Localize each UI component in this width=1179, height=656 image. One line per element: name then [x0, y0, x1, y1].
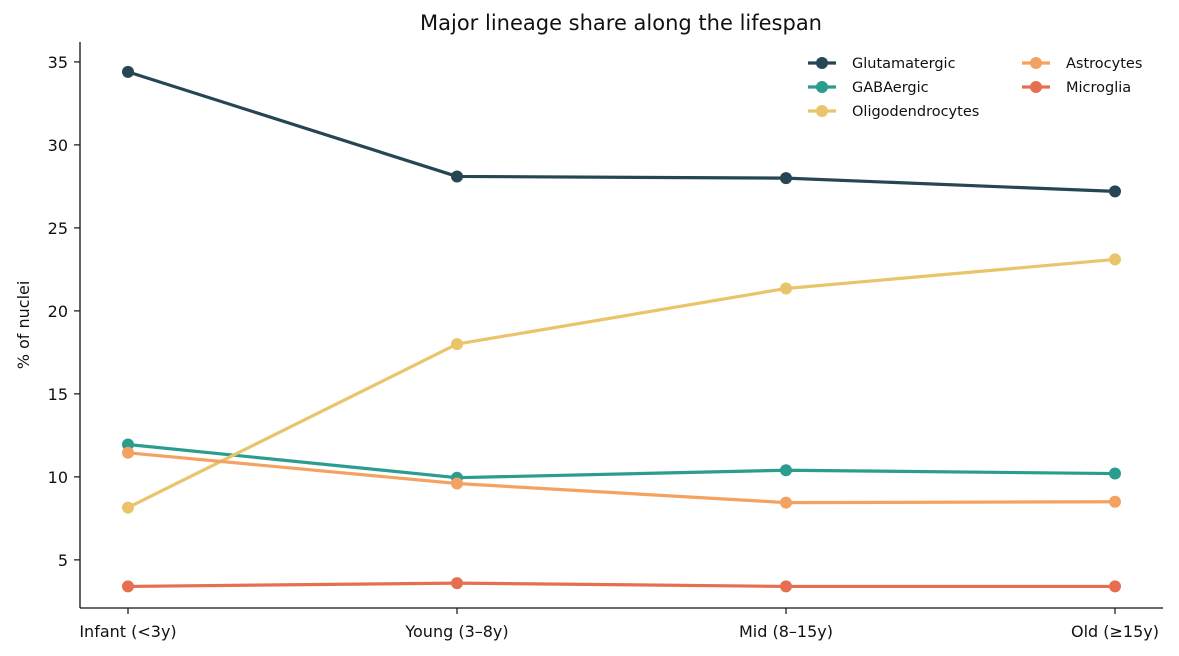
- legend-swatch-marker: [1030, 57, 1042, 69]
- y-ticks: 5 10 15 20 25 30 35: [48, 53, 80, 570]
- legend-swatch-marker: [816, 81, 828, 93]
- y-tick-label: 30: [48, 136, 68, 155]
- legend-item: Glutamatergic: [808, 56, 956, 72]
- x-tick-label: Infant (<3y): [79, 622, 176, 641]
- y-tick-label: 35: [48, 53, 68, 72]
- y-tick-label: 25: [48, 219, 68, 238]
- legend: Glutamatergic GABAergic Oligodendrocytes As…: [808, 56, 1142, 120]
- series-line: [126, 581, 1117, 589]
- series-line: [126, 70, 1117, 193]
- data-point: [122, 501, 134, 514]
- x-tick-label: Young (3–8y): [404, 622, 508, 641]
- x-ticks: Infant (<3y) Young (3–8y) Mid (8–15y) Old (…: [79, 608, 1159, 641]
- legend-swatch-marker: [816, 105, 828, 117]
- data-point: [122, 65, 134, 78]
- data-point: [780, 580, 792, 593]
- y-tick-label: 20: [48, 302, 68, 321]
- data-point: [122, 580, 134, 593]
- data-point: [1109, 495, 1121, 508]
- series-group: [122, 65, 1121, 593]
- legend-label: Astrocytes: [1066, 56, 1142, 72]
- x-tick-label: Mid (8–15y): [739, 622, 833, 641]
- y-tick-label: 10: [48, 468, 68, 487]
- data-point: [780, 172, 792, 185]
- series-microglia: [122, 577, 1121, 593]
- y-tick-label: 15: [48, 385, 68, 404]
- legend-item: GABAergic: [808, 80, 929, 96]
- series-gabaergic: [122, 438, 1121, 484]
- data-point: [780, 496, 792, 509]
- chart-title: Major lineage share along the lifespan: [420, 11, 822, 35]
- data-point: [122, 446, 134, 459]
- legend-swatch-marker: [1030, 81, 1042, 93]
- series-oligodendrocytes: [122, 253, 1121, 514]
- data-point: [451, 338, 463, 351]
- data-point: [780, 464, 792, 477]
- legend-label: Glutamatergic: [852, 56, 956, 72]
- legend-item: Astrocytes: [1022, 56, 1142, 72]
- legend-label: GABAergic: [852, 80, 929, 96]
- data-point: [1109, 467, 1121, 480]
- data-point: [451, 577, 463, 590]
- series-glutamatergic: [122, 65, 1121, 198]
- data-point: [451, 477, 463, 490]
- data-point: [451, 170, 463, 183]
- data-point: [1109, 580, 1121, 593]
- data-point: [1109, 185, 1121, 198]
- data-point: [780, 282, 792, 295]
- series-astrocytes: [122, 446, 1121, 509]
- data-point: [122, 438, 134, 451]
- legend-label: Microglia: [1066, 80, 1131, 96]
- legend-swatch-marker: [816, 57, 828, 69]
- y-axis-label: % of nuclei: [14, 281, 33, 370]
- legend-item: Oligodendrocytes: [808, 104, 979, 120]
- y-tick-label: 5: [58, 551, 68, 570]
- legend-label: Oligodendrocytes: [852, 104, 979, 120]
- series-line: [126, 442, 1117, 480]
- data-point: [1109, 253, 1121, 266]
- legend-item: Microglia: [1022, 80, 1131, 96]
- series-line: [126, 257, 1117, 510]
- x-tick-label: Old (≥15y): [1071, 622, 1159, 641]
- series-line: [126, 451, 1117, 505]
